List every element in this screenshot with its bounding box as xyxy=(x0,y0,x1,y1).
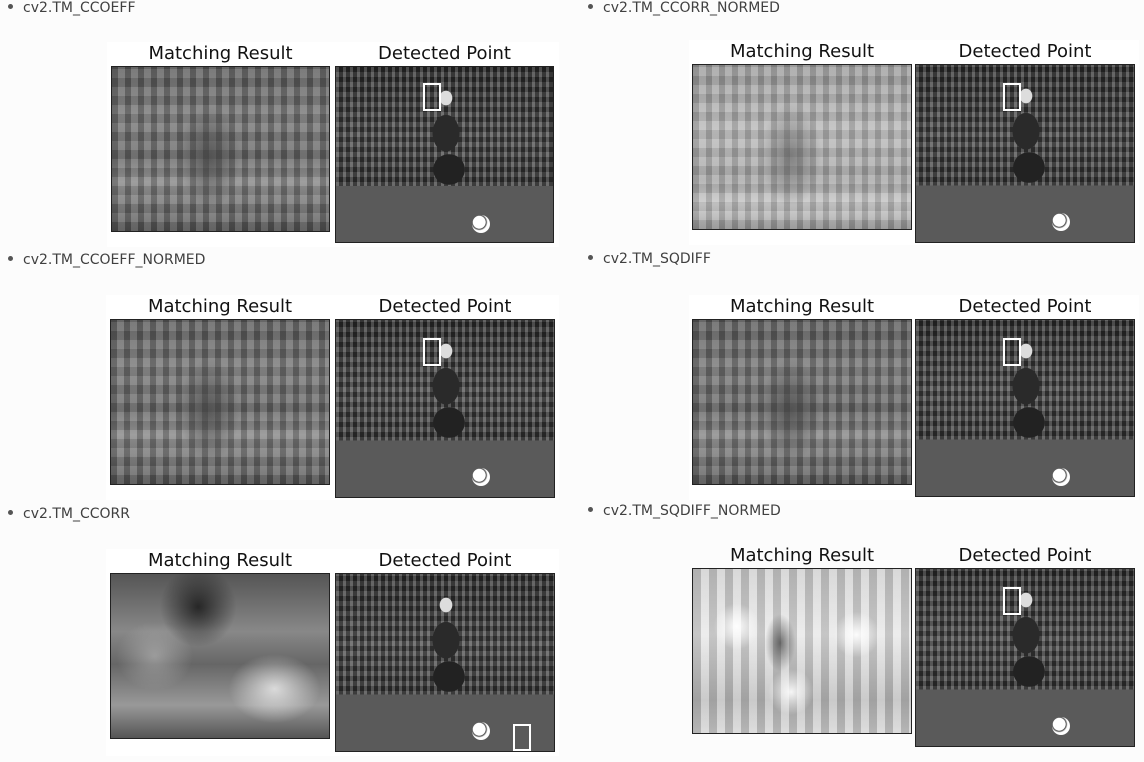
ball-icon xyxy=(472,722,490,740)
panel-title: Detected Point xyxy=(958,296,1092,317)
matching-result-panel: Matching Result xyxy=(110,295,330,485)
detection-box xyxy=(1003,587,1021,615)
detection-box xyxy=(423,83,441,111)
list-item: cv2.TM_SQDIFF xyxy=(588,251,711,267)
figure-ccoeff: Matching Result Detected Point xyxy=(107,42,559,247)
detected-point-panel: Detected Point xyxy=(915,40,1135,243)
matching-result-panel: Matching Result xyxy=(692,544,912,734)
list-item: cv2.TM_CCORR xyxy=(8,506,130,522)
method-label: cv2.TM_CCORR xyxy=(23,506,130,522)
panel-title: Matching Result xyxy=(729,296,875,317)
detected-point-image xyxy=(335,573,555,752)
figure-sqdiff: Matching Result Detected Point xyxy=(689,295,1139,500)
matching-result-image xyxy=(692,568,912,734)
detection-box xyxy=(1003,338,1021,366)
detected-point-panel: Detected Point xyxy=(335,295,555,498)
panel-title: Matching Result xyxy=(147,296,293,317)
player-figure xyxy=(416,340,476,450)
method-label: cv2.TM_SQDIFF xyxy=(603,251,711,267)
matching-result-panel: Matching Result xyxy=(692,295,912,485)
player-figure xyxy=(996,589,1056,699)
ball-icon xyxy=(1052,468,1070,486)
ball-icon xyxy=(1052,717,1070,735)
detected-point-panel: Detected Point xyxy=(915,544,1135,747)
detected-point-panel: Detected Point xyxy=(335,549,555,752)
detection-box xyxy=(423,338,441,366)
player-figure xyxy=(996,85,1056,195)
method-label: cv2.TM_CCORR_NORMED xyxy=(603,0,780,16)
panel-title: Detected Point xyxy=(378,550,512,571)
ball-icon xyxy=(472,468,490,486)
detection-box xyxy=(1003,83,1021,111)
list-item: cv2.TM_SQDIFF_NORMED xyxy=(588,503,781,519)
matching-result-image xyxy=(111,66,330,232)
matching-result-image xyxy=(692,64,912,230)
bullet-icon xyxy=(8,255,13,261)
bullet-icon xyxy=(8,3,13,9)
method-label: cv2.TM_CCOEFF xyxy=(23,0,136,16)
detected-point-image xyxy=(335,319,555,498)
panel-title: Matching Result xyxy=(147,550,293,571)
panel-title: Detected Point xyxy=(378,296,512,317)
list-item: cv2.TM_CCOEFF xyxy=(8,0,136,16)
ball-icon xyxy=(472,215,490,233)
list-item: cv2.TM_CCOEFF_NORMED xyxy=(8,252,205,268)
panel-title: Detected Point xyxy=(958,545,1092,566)
method-label: cv2.TM_CCOEFF_NORMED xyxy=(23,252,206,268)
figure-ccorr: Matching Result Detected Point xyxy=(106,549,559,756)
detection-box xyxy=(513,724,531,751)
panel-title: Matching Result xyxy=(729,41,875,62)
panel-title: Detected Point xyxy=(378,43,511,64)
method-label: cv2.TM_SQDIFF_NORMED xyxy=(603,503,781,519)
figure-sqdiff-normed: Matching Result Detected Point xyxy=(610,544,1139,754)
matching-result-image xyxy=(110,319,330,485)
detected-point-panel: Detected Point xyxy=(335,42,554,243)
figure-ccorr-normed: Matching Result Detected Point xyxy=(689,40,1139,245)
matching-result-panel: Matching Result xyxy=(111,42,330,232)
bullet-icon xyxy=(8,509,13,515)
matching-result-panel: Matching Result xyxy=(110,549,330,739)
detected-point-image xyxy=(335,66,554,243)
panel-title: Matching Result xyxy=(729,545,875,566)
detected-point-image xyxy=(915,568,1135,747)
player-figure xyxy=(416,87,476,197)
matching-result-image xyxy=(692,319,912,485)
detected-point-panel: Detected Point xyxy=(915,295,1135,497)
matching-result-image xyxy=(110,573,330,739)
panel-title: Detected Point xyxy=(958,41,1092,62)
matching-result-panel: Matching Result xyxy=(692,40,912,230)
player-figure xyxy=(416,594,476,704)
bullet-icon xyxy=(588,3,593,9)
bullet-icon xyxy=(588,506,593,512)
panel-title: Matching Result xyxy=(148,43,293,64)
detected-point-image xyxy=(915,319,1135,497)
detected-point-image xyxy=(915,64,1135,243)
list-item: cv2.TM_CCORR_NORMED xyxy=(588,0,780,16)
bullet-icon xyxy=(588,254,593,260)
figure-ccoeff-normed: Matching Result Detected Point xyxy=(106,295,559,500)
ball-icon xyxy=(1052,213,1070,231)
player-figure xyxy=(996,340,1056,450)
